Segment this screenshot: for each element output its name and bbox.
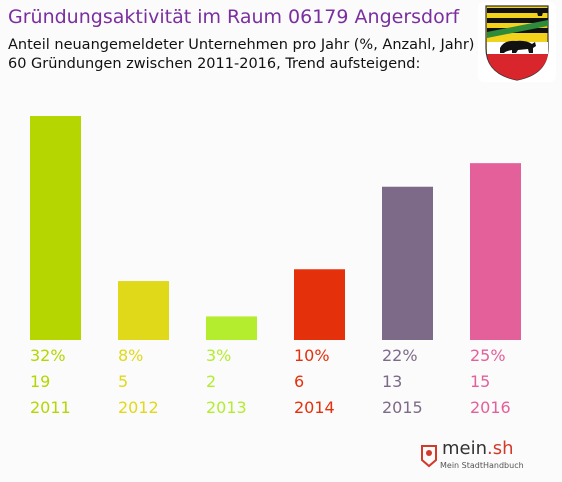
percent-label-2013: 3% (206, 346, 232, 365)
chart-subtitle-line2: 60 Gründungen zwischen 2011-2016, Trend … (8, 56, 421, 72)
bar-2013 (206, 316, 257, 340)
bar-2016 (470, 163, 521, 340)
year-label-2014: 2014 (294, 398, 335, 417)
percent-label-2014: 10% (294, 346, 330, 365)
logo-wordmark: mein.sh (442, 438, 514, 459)
count-label-2016: 15 (470, 372, 491, 391)
footer-logo[interactable]: mein.sh Mein StadtHandbuch (418, 436, 538, 476)
count-label-2011: 19 (30, 372, 51, 391)
map-pin-icon (421, 445, 437, 468)
bar-2011 (30, 116, 81, 340)
logo-tagline: Mein StadtHandbuch (440, 461, 524, 470)
percent-label-2016: 25% (470, 346, 506, 365)
year-label-2011: 2011 (30, 398, 71, 417)
bar-2015 (382, 186, 433, 340)
bar-2014 (294, 269, 345, 340)
bar-2012 (118, 281, 169, 340)
year-label-2015: 2015 (382, 398, 423, 417)
percent-label-2012: 8% (118, 346, 144, 365)
count-label-2013: 2 (206, 372, 217, 391)
chart-subtitle-line1: Anteil neuangemeldeter Unternehmen pro J… (8, 37, 475, 53)
coat-of-arms-icon (478, 2, 556, 82)
percent-label-2011: 32% (30, 346, 66, 365)
count-label-2012: 5 (118, 372, 129, 391)
count-label-2015: 13 (382, 372, 403, 391)
percent-label-2015: 22% (382, 346, 418, 365)
year-label-2016: 2016 (470, 398, 511, 417)
count-label-2014: 6 (294, 372, 305, 391)
logo-domain: .sh (487, 438, 514, 459)
year-label-2013: 2013 (206, 398, 247, 417)
logo-name: mein (442, 438, 488, 459)
year-label-2012: 2012 (118, 398, 159, 417)
chart-title: Gründungsaktivität im Raum 06179 Angersd… (8, 6, 460, 28)
